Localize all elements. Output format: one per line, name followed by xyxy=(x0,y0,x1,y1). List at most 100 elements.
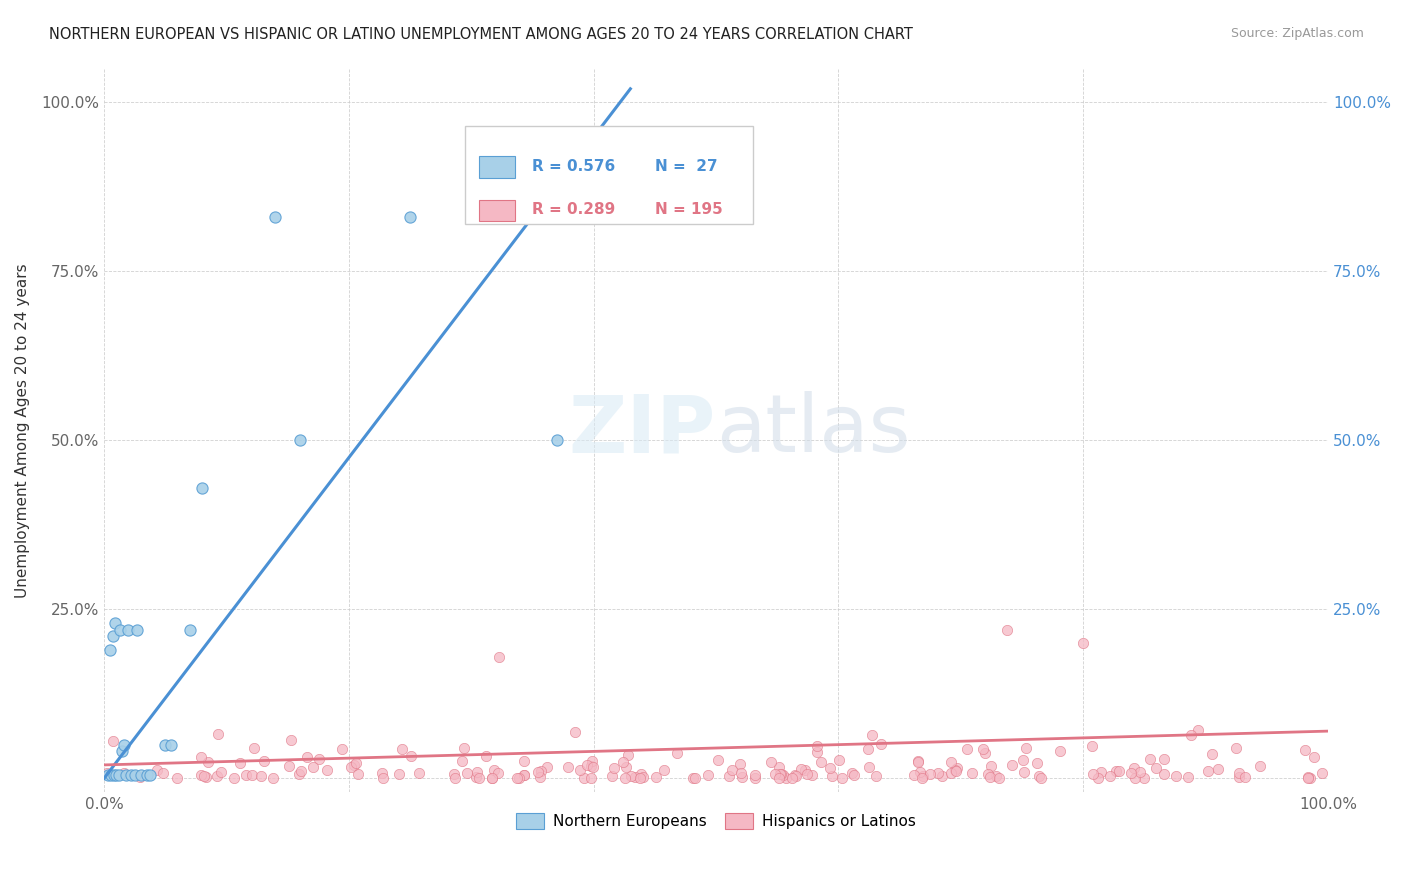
Point xyxy=(581,771,603,785)
Point xyxy=(160,738,183,752)
Point xyxy=(1049,744,1071,758)
Point xyxy=(806,745,828,759)
Point xyxy=(488,649,510,664)
Point xyxy=(1302,749,1324,764)
Point xyxy=(399,749,422,764)
Point xyxy=(860,728,883,742)
Point xyxy=(612,755,634,769)
Point xyxy=(98,643,121,657)
FancyBboxPatch shape xyxy=(478,200,515,221)
Point xyxy=(194,770,217,784)
Point xyxy=(508,771,530,785)
Point xyxy=(652,763,675,777)
Point xyxy=(443,771,465,785)
Point xyxy=(373,772,395,786)
Point xyxy=(242,741,264,756)
Point xyxy=(288,434,311,448)
Point xyxy=(682,771,704,785)
Point xyxy=(630,767,652,781)
Point xyxy=(697,768,720,782)
Point xyxy=(939,765,962,780)
Point xyxy=(1029,771,1052,785)
Point xyxy=(665,747,688,761)
Point xyxy=(972,742,994,756)
Point xyxy=(1177,770,1199,784)
Point xyxy=(100,768,122,782)
Text: Source: ZipAtlas.com: Source: ZipAtlas.com xyxy=(1230,27,1364,40)
Point xyxy=(205,769,228,783)
Point xyxy=(614,759,637,773)
Point xyxy=(644,770,666,784)
Point xyxy=(572,772,595,786)
Point xyxy=(108,623,131,637)
Point xyxy=(505,772,527,786)
Point xyxy=(347,767,370,781)
Point xyxy=(730,766,752,780)
FancyBboxPatch shape xyxy=(478,156,515,178)
Point xyxy=(146,764,169,778)
Text: R = 0.576: R = 0.576 xyxy=(533,159,616,174)
Point xyxy=(783,768,806,782)
Text: R = 0.289: R = 0.289 xyxy=(533,202,616,217)
Point xyxy=(581,759,603,773)
Point xyxy=(856,742,879,756)
Point xyxy=(987,771,1010,785)
Point xyxy=(1153,766,1175,780)
Point xyxy=(1028,769,1050,783)
Point xyxy=(631,770,654,784)
Point xyxy=(112,738,135,752)
Point xyxy=(1081,766,1104,780)
Point xyxy=(918,766,941,780)
Point xyxy=(129,768,152,782)
Point xyxy=(1015,741,1038,756)
Point xyxy=(316,764,339,778)
Point xyxy=(343,757,366,772)
Point xyxy=(1197,764,1219,779)
Point xyxy=(179,623,201,637)
Point xyxy=(960,766,983,780)
Point xyxy=(911,771,934,785)
FancyBboxPatch shape xyxy=(465,127,752,224)
Point xyxy=(1180,728,1202,742)
Point xyxy=(330,742,353,756)
Point xyxy=(945,764,967,779)
Point xyxy=(280,732,302,747)
Point xyxy=(768,771,790,785)
Point xyxy=(482,764,505,778)
Point xyxy=(207,727,229,741)
Point xyxy=(1133,772,1156,786)
Point xyxy=(614,771,637,785)
Point xyxy=(624,770,647,784)
Point xyxy=(1206,762,1229,776)
Point xyxy=(1012,753,1035,767)
Point xyxy=(512,768,534,782)
Point xyxy=(193,768,215,782)
Point xyxy=(1123,761,1146,775)
Point xyxy=(821,769,844,783)
Point xyxy=(513,767,536,781)
Point xyxy=(575,757,598,772)
Point xyxy=(806,739,828,754)
Point xyxy=(190,768,212,782)
Point xyxy=(744,772,766,786)
Point xyxy=(869,738,891,752)
Point xyxy=(1229,770,1251,784)
Point xyxy=(1233,770,1256,784)
Point xyxy=(810,755,832,769)
Point xyxy=(865,768,887,782)
Point xyxy=(744,767,766,781)
Point xyxy=(858,760,880,774)
Point xyxy=(1081,739,1104,753)
Point xyxy=(977,767,1000,781)
Point xyxy=(1026,756,1049,771)
Point xyxy=(391,742,413,756)
Point xyxy=(250,769,273,783)
Point xyxy=(486,766,509,780)
Point xyxy=(152,765,174,780)
Text: NORTHERN EUROPEAN VS HISPANIC OR LATINO UNEMPLOYMENT AMONG AGES 20 TO 24 YEARS C: NORTHERN EUROPEAN VS HISPANIC OR LATINO … xyxy=(49,27,912,42)
Point xyxy=(443,767,465,781)
Point xyxy=(1249,759,1271,773)
Point xyxy=(997,623,1019,637)
Point xyxy=(408,766,430,780)
Text: N = 195: N = 195 xyxy=(655,202,723,217)
